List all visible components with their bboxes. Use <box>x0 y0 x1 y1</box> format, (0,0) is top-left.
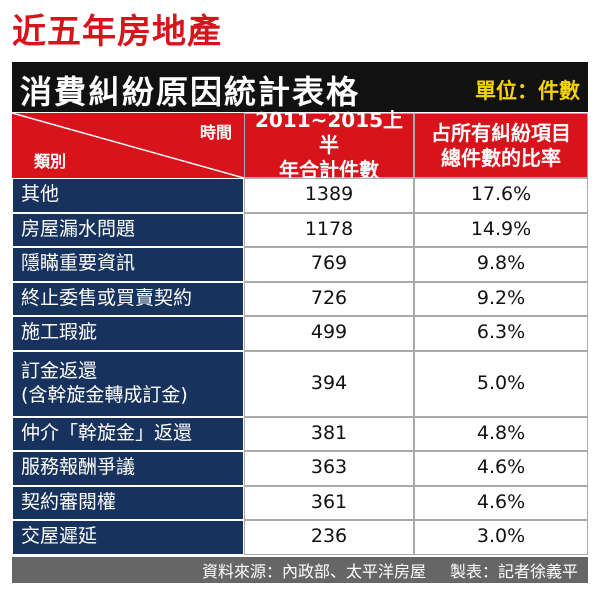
title: 近五年房地產 <box>12 12 222 52</box>
count-cell: 236 <box>244 520 414 555</box>
category-line: 隱瞞重要資訊 <box>21 252 136 275</box>
category-cell: 仲介「幹旋金」返還 <box>12 416 244 451</box>
category-cell: 服務報酬爭議 <box>12 451 244 486</box>
header-line: 總件數的比率 <box>441 145 561 170</box>
category-line: 房屋漏水問題 <box>21 217 136 240</box>
category-line: 仲介「幹旋金」返還 <box>21 421 193 444</box>
column-header: 2011~2015上半 年合計件數 <box>244 108 414 182</box>
category-line: 契約審閱權 <box>21 490 117 513</box>
diagonal <box>12 113 244 178</box>
count-cell: 726 <box>244 281 414 316</box>
category-line: 服務報酬爭議 <box>21 456 136 479</box>
column-header: 占所有糾紛項目 總件數的比率 <box>414 113 588 178</box>
category-line: 終止委售或買賣契約 <box>21 286 193 309</box>
count-cell: 1178 <box>244 212 414 247</box>
category-line: 其他 <box>21 183 60 206</box>
share-cell: 17.6% <box>414 178 588 213</box>
share-cell: 4.8% <box>414 416 588 451</box>
corner-top: 時間 <box>199 123 232 142</box>
category-cell: 施工瑕疵 <box>12 316 244 351</box>
share-cell: 4.6% <box>414 451 588 486</box>
header-line: 占所有糾紛項目 <box>431 120 571 145</box>
footer: 資料來源：內政部、太平洋房屋 製表：記者徐義平 <box>12 557 588 583</box>
category-cell: 房屋漏水問題 <box>12 212 244 247</box>
unit: 單位：件數 <box>475 79 580 103</box>
count-cell: 361 <box>244 485 414 520</box>
header-line: 2011~2015上半 <box>254 108 404 157</box>
share-cell: 9.2% <box>414 281 588 316</box>
category-line: 訂金返還 <box>21 359 98 382</box>
share-cell: 14.9% <box>414 212 588 247</box>
category-cell: 其他 <box>12 178 244 213</box>
category-line: 施工瑕疵 <box>21 321 98 344</box>
count-cell: 1389 <box>244 178 414 213</box>
subtitle: 消費糾紛原因統計表格 <box>20 73 361 111</box>
category-line: 交屋遲延 <box>21 525 98 548</box>
source: 資料來源：內政部、太平洋房屋 <box>201 562 426 581</box>
share-cell: 5.0% <box>414 350 588 417</box>
count-cell: 381 <box>244 416 414 451</box>
share-cell: 3.0% <box>414 520 588 555</box>
category-line: (含幹旋金轉成訂金) <box>21 383 188 406</box>
category-cell: 終止委售或買賣契約 <box>12 281 244 316</box>
count-cell: 394 <box>244 350 414 417</box>
category-cell: 交屋遲延 <box>12 520 244 555</box>
category-cell: 訂金返還 (含幹旋金轉成訂金) <box>12 350 244 417</box>
count-cell: 769 <box>244 247 414 282</box>
corner-bottom: 類別 <box>34 152 67 171</box>
count-cell: 499 <box>244 316 414 351</box>
category-cell: 契約審閱權 <box>12 485 244 520</box>
maker: 製表：記者徐義平 <box>449 562 578 581</box>
share-cell: 9.8% <box>414 247 588 282</box>
count-cell: 363 <box>244 451 414 486</box>
share-cell: 6.3% <box>414 316 588 351</box>
corner-cell: 時間 類別 <box>12 113 244 178</box>
subtitle-bar <box>12 62 588 112</box>
share-cell: 4.6% <box>414 485 588 520</box>
category-cell: 隱瞞重要資訊 <box>12 247 244 282</box>
